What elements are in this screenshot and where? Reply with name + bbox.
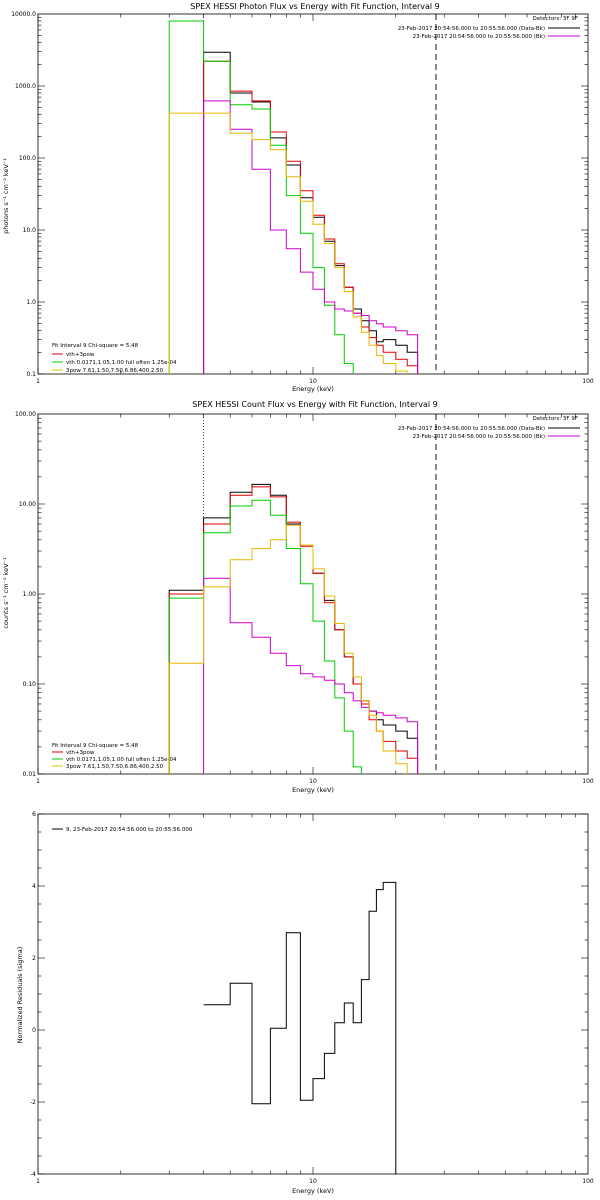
photon-flux-y-tick-label: 1.0 bbox=[26, 299, 36, 306]
photon-flux-title: SPEX HESSI Photon Flux vs Energy with Fi… bbox=[190, 2, 440, 11]
photon-flux-y-tick-label: 100.0 bbox=[19, 155, 36, 162]
count-flux-time-label-data: 23-Feb-2017 20:54:56.000 to 20:55:56.000… bbox=[398, 426, 545, 432]
count-flux-y-tick-label: 10.00 bbox=[19, 501, 36, 508]
residuals-y-tick-label: 4 bbox=[32, 883, 36, 890]
photon-flux-series-0-line bbox=[203, 51, 419, 374]
photon-flux-y-tick-label: 10000.0 bbox=[11, 11, 36, 18]
residuals-xlabel: Energy (keV) bbox=[292, 1187, 334, 1195]
photon-flux-panel: SPEX HESSI Photon Flux vs Energy with Fi… bbox=[2, 2, 594, 393]
residuals-y-tick-label: -2 bbox=[30, 1099, 36, 1106]
photon-flux-x-tick-label: 100 bbox=[582, 378, 594, 385]
count-flux-legend-1: vth+3pow bbox=[66, 750, 95, 756]
count-flux-ylabel: counts s⁻¹ cm⁻² keV⁻¹ bbox=[2, 557, 10, 629]
photon-flux-time-label-bk: 23-Feb-2017 20:54:56.000 to 20:55:56.000… bbox=[413, 34, 545, 40]
residuals-ylabel: Normalized Residuals (sigma) bbox=[16, 947, 24, 1044]
photon-flux-time-label-data: 23-Feb-2017 20:54:56.000 to 20:55:56.000… bbox=[398, 26, 545, 32]
photon-flux-ylabel: photons s⁻¹ cm⁻² keV⁻¹ bbox=[2, 158, 10, 234]
photon-flux-x-tick-label: 1 bbox=[36, 378, 40, 385]
photon-flux-series-3-line bbox=[203, 100, 419, 374]
residuals-y-tick-label: 0 bbox=[32, 1027, 36, 1034]
count-flux-panel: SPEX HESSI Count Flux vs Energy with Fit… bbox=[2, 400, 594, 794]
photon-flux-series-1-line bbox=[203, 60, 419, 374]
count-flux-x-tick-label: 10 bbox=[309, 778, 317, 785]
photon-flux-legend-1: vth+3pow bbox=[66, 352, 95, 358]
count-flux-x-tick-label: 100 bbox=[582, 778, 594, 785]
count-flux-series-3-line bbox=[203, 577, 419, 774]
residuals-panel: 9, 23-Feb-2017 20:54:56.000 to 20:55:56.… bbox=[16, 811, 594, 1195]
count-flux-y-tick-label: 1.00 bbox=[23, 591, 37, 598]
count-flux-xlabel: Energy (keV) bbox=[292, 786, 334, 794]
count-flux-fit-label: Fit Interval 9 Chi-square = 5.48 bbox=[52, 743, 139, 749]
photon-flux-detectors-label: Detectors: 3F 9F bbox=[532, 16, 578, 22]
count-flux-legend-2: vth 0.0171,1.05,1.00 full often 1.25e-04 bbox=[66, 757, 177, 763]
count-flux-title: SPEX HESSI Count Flux vs Energy with Fit… bbox=[192, 400, 437, 409]
photon-flux-series-4-line bbox=[168, 112, 408, 374]
count-flux-time-label-bk: 23-Feb-2017 20:54:56.000 to 20:55:56.000… bbox=[413, 434, 545, 440]
photon-flux-legend-2: vth 0.0171,1.05,1.00 full often 1.25e-04 bbox=[66, 360, 177, 366]
count-flux-series-2-line bbox=[168, 499, 362, 774]
photon-flux-y-tick-label: 10.0 bbox=[23, 227, 37, 234]
count-flux-y-tick-label: 0.01 bbox=[23, 771, 37, 778]
residuals-x-tick-label: 10 bbox=[309, 1178, 317, 1185]
photon-flux-y-tick-label: 0.1 bbox=[26, 371, 36, 378]
count-flux-x-tick-label: 1 bbox=[36, 778, 40, 785]
photon-flux-fit-label: Fit Interval 9 Chi-square = 5.48 bbox=[52, 343, 139, 349]
residuals-x-tick-label: 100 bbox=[582, 1178, 594, 1185]
photon-flux-legend-3: 3pow 7.61,1.50,7.50,6.86,400,2.50 bbox=[66, 368, 164, 374]
count-flux-y-tick-label: 0.10 bbox=[23, 681, 37, 688]
photon-flux-y-tick-label: 1000.0 bbox=[15, 83, 36, 90]
count-flux-series-0-line bbox=[168, 483, 419, 774]
count-flux-legend-3: 3pow 7.61,1.50,7.50,6.86,400,2.50 bbox=[66, 764, 164, 770]
count-flux-detectors-label: Detectors: 3F 9F bbox=[532, 416, 578, 422]
residuals-y-tick-label: 2 bbox=[32, 955, 36, 962]
photon-flux-xlabel: Energy (keV) bbox=[292, 385, 334, 393]
photon-flux-x-tick-label: 10 bbox=[309, 378, 317, 385]
residuals-y-tick-label: -4 bbox=[30, 1171, 36, 1178]
residuals-plot-frame bbox=[37, 813, 589, 1175]
residuals-x-tick-label: 1 bbox=[36, 1178, 40, 1185]
count-flux-series-4-line bbox=[168, 524, 408, 774]
residuals-series-0-line bbox=[203, 881, 397, 1174]
count-flux-y-tick-label: 100.00 bbox=[15, 411, 36, 418]
photon-flux-series-2-line bbox=[168, 20, 354, 374]
residuals-legend-1: 9, 23-Feb-2017 20:54:56.000 to 20:55:56.… bbox=[66, 827, 193, 833]
residuals-y-tick-label: 6 bbox=[32, 811, 36, 818]
